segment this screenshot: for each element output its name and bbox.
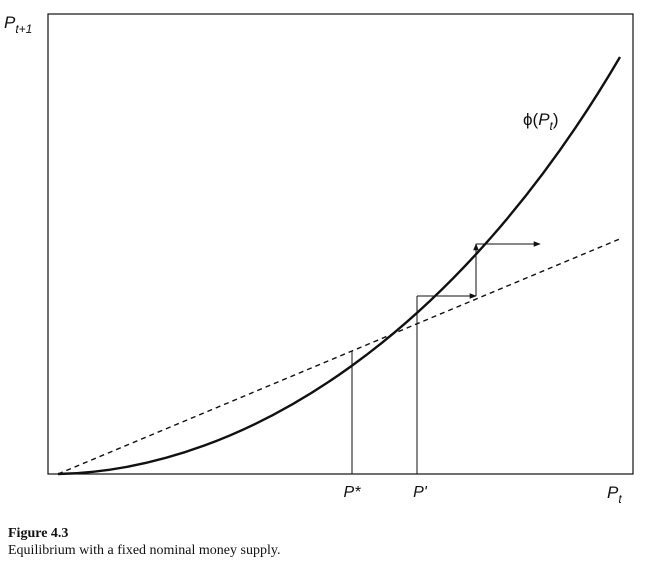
initial-price-label: P' — [413, 484, 428, 501]
y-axis-label: Pt+1 — [4, 13, 32, 36]
curve-label-suffix: ) — [553, 110, 559, 129]
figure-caption-text: Equilibrium with a fixed nominal money s… — [8, 543, 281, 558]
y-axis-symbol: P — [4, 13, 16, 32]
y-axis-subscript: t+1 — [15, 22, 32, 36]
equilibrium-diagram: Pt+1 Pt ϕ(Pt) P* P' — [4, 13, 634, 506]
curve-label: ϕ(Pt) — [523, 110, 559, 133]
figure-caption: Figure 4.3 Equilibrium with a fixed nomi… — [8, 525, 638, 559]
x-axis-label: Pt — [607, 483, 622, 506]
curve-label-subscript: t — [550, 119, 554, 133]
equilibrium-price-label: P* — [344, 484, 362, 501]
forty-five-degree-line — [57, 237, 623, 475]
plot-frame — [47, 13, 634, 475]
phi-curve — [57, 56, 622, 476]
x-axis-symbol: P — [607, 483, 619, 502]
curve-label-prefix: ϕ( — [523, 110, 539, 129]
figure-number: Figure 4.3 — [8, 526, 69, 541]
x-axis-subscript: t — [618, 492, 622, 506]
curve-label-symbol: P — [538, 110, 550, 129]
